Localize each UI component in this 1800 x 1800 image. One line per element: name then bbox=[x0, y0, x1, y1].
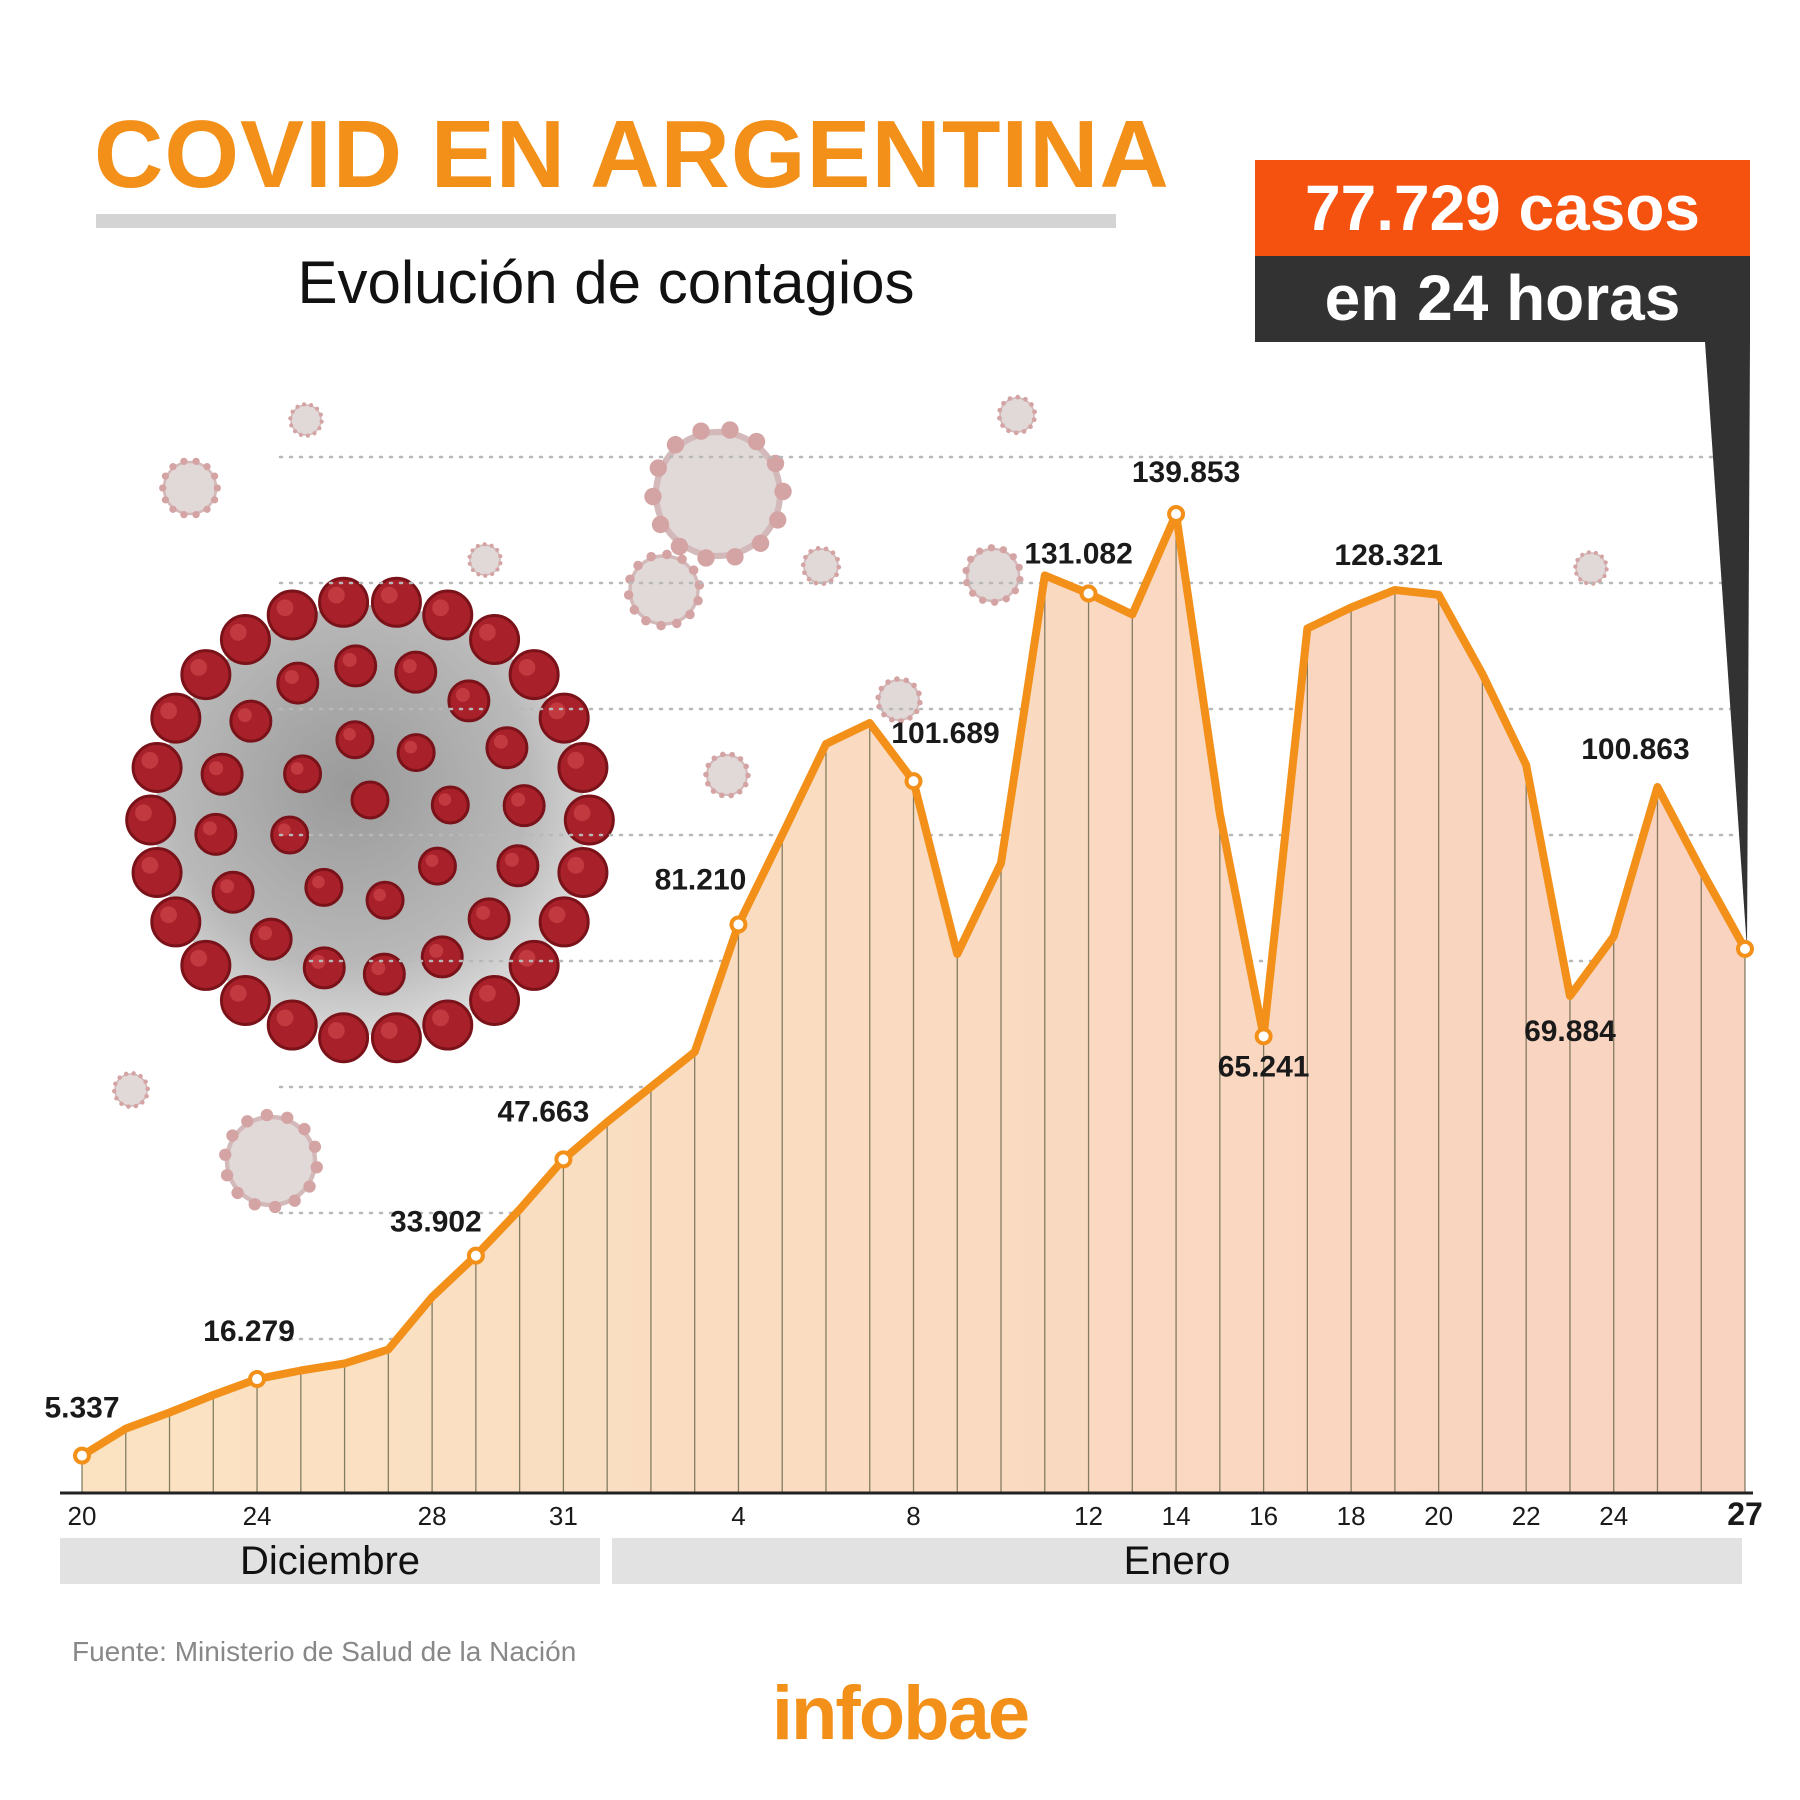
virus-particle-icon bbox=[112, 1071, 150, 1109]
x-tick-label: 20 bbox=[1424, 1501, 1453, 1531]
callout-cases-period: en 24 horas bbox=[1255, 256, 1750, 342]
chart-highlight-markers bbox=[73, 505, 1754, 1465]
data-value-label: 16.279 bbox=[203, 1315, 295, 1348]
month-label-january: Enero bbox=[612, 1538, 1742, 1584]
data-point-marker bbox=[729, 915, 748, 934]
virus-particle-icon bbox=[875, 676, 923, 724]
source-note: Fuente: Ministerio de Salud de la Nación bbox=[72, 1636, 577, 1667]
data-point-marker bbox=[248, 1370, 267, 1389]
data-point-marker bbox=[73, 1446, 91, 1465]
chart-x-tick-labels: 20 24 28 31 4 8 12 14 16 18 20 22 24 27 bbox=[68, 1496, 1763, 1532]
title-underline bbox=[96, 214, 1116, 228]
virus-particle-icon bbox=[467, 542, 503, 578]
virus-particle-icon bbox=[800, 546, 842, 586]
page-subtitle: Evolución de contagios bbox=[297, 249, 915, 316]
data-value-label: 101.689 bbox=[891, 717, 999, 750]
x-tick-label: 8 bbox=[906, 1501, 920, 1531]
x-tick-label: 31 bbox=[549, 1501, 578, 1531]
virus-particle-icon bbox=[288, 402, 324, 438]
data-value-label: 100.863 bbox=[1581, 733, 1689, 766]
virus-particle-icon bbox=[703, 751, 751, 799]
x-tick-label: 18 bbox=[1337, 1501, 1366, 1531]
data-point-marker bbox=[1736, 939, 1754, 958]
chart-day-lines bbox=[81, 514, 1746, 1493]
data-value-label: 33.902 bbox=[390, 1206, 482, 1239]
brand-logo: infobae bbox=[771, 1671, 1030, 1756]
x-tick-label: 20 bbox=[68, 1501, 97, 1531]
data-value-label: 47.663 bbox=[498, 1095, 590, 1128]
callout-cases-value: 77.729 casos bbox=[1255, 160, 1750, 256]
x-tick-label: 22 bbox=[1512, 1501, 1541, 1531]
x-tick-label: 24 bbox=[1599, 1501, 1628, 1531]
data-point-marker bbox=[1079, 584, 1098, 603]
data-point-marker bbox=[904, 772, 923, 791]
virus-particle-icon bbox=[997, 394, 1037, 436]
x-tick-label: 14 bbox=[1162, 1501, 1191, 1531]
virus-particle-icon bbox=[1573, 550, 1609, 586]
x-tick-label: 12 bbox=[1074, 1501, 1103, 1531]
data-value-label: 131.082 bbox=[1024, 538, 1132, 571]
virus-particle-icon bbox=[623, 549, 705, 631]
data-point-marker bbox=[1254, 1027, 1273, 1046]
virus-particle-icon bbox=[644, 421, 792, 567]
virus-particle-icon bbox=[962, 544, 1024, 606]
month-label-december: Diciembre bbox=[60, 1538, 600, 1584]
data-value-label: 5.337 bbox=[44, 1392, 119, 1425]
data-value-label: 128.321 bbox=[1334, 539, 1442, 572]
x-tick-label: 28 bbox=[418, 1501, 447, 1531]
x-tick-label: 24 bbox=[243, 1501, 272, 1531]
data-value-label: 65.241 bbox=[1218, 1050, 1310, 1083]
chart-value-labels: 5.337 16.279 33.902 47.663 81.210 101.689 131.… bbox=[44, 456, 1689, 1425]
data-point-marker bbox=[466, 1246, 485, 1265]
x-tick-label: 16 bbox=[1249, 1501, 1278, 1531]
virus-particle-icon bbox=[219, 1108, 323, 1214]
x-tick-label: 27 bbox=[1727, 1496, 1763, 1532]
x-tick-label: 4 bbox=[731, 1501, 745, 1531]
data-value-label: 81.210 bbox=[655, 864, 747, 897]
data-value-label: 139.853 bbox=[1132, 456, 1240, 489]
callout-pointer bbox=[1705, 342, 1750, 949]
data-value-label: 69.884 bbox=[1524, 1015, 1616, 1048]
virus-particle-icon bbox=[159, 457, 221, 519]
data-point-marker bbox=[554, 1150, 573, 1169]
page-title: COVID EN ARGENTINA bbox=[94, 101, 1170, 208]
data-point-marker bbox=[1167, 505, 1186, 524]
coronavirus-illustration-icon bbox=[125, 576, 615, 1064]
